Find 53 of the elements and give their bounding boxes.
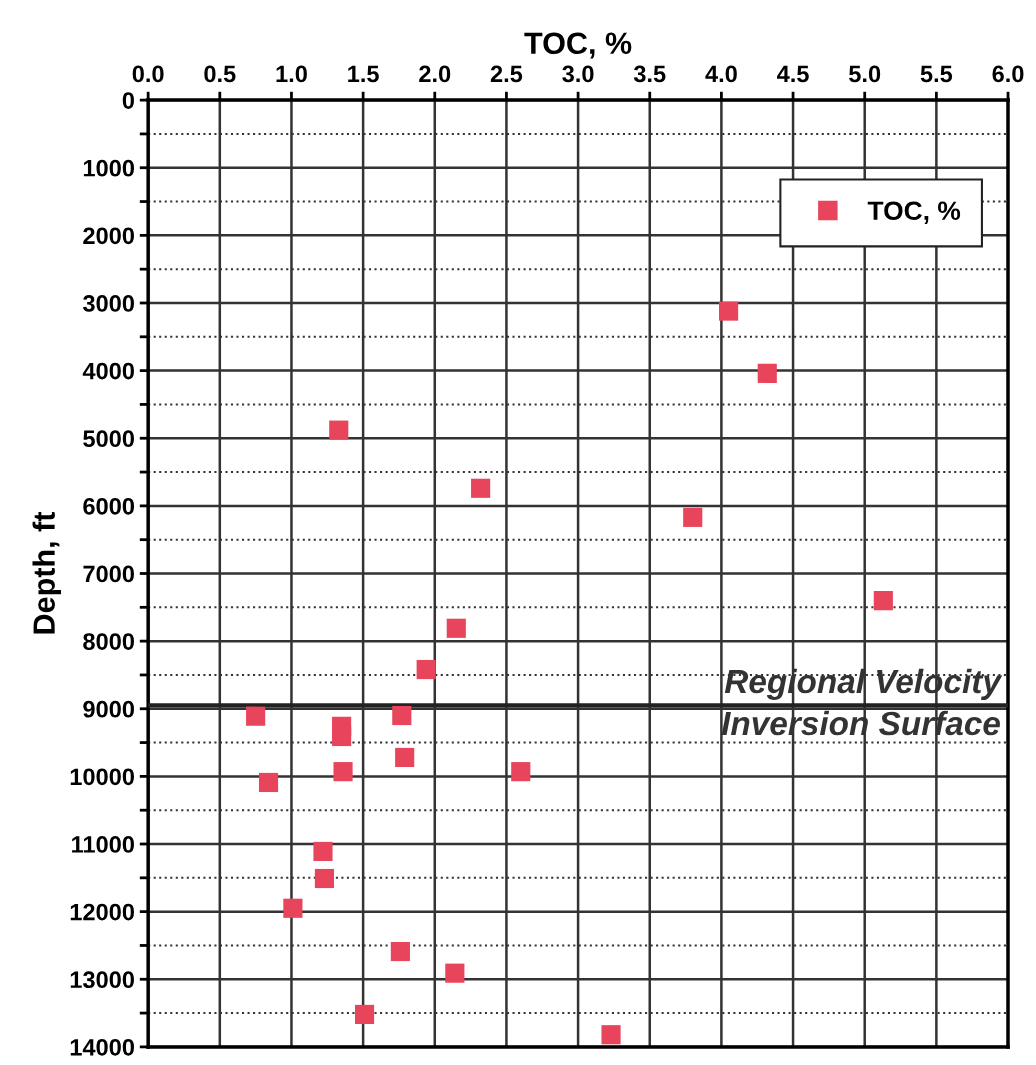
y-tick-label: 7000 <box>83 565 134 583</box>
x-tick-label: 2.0 <box>419 65 451 83</box>
y-tick-label: 2000 <box>83 227 134 245</box>
x-tick-label: 0.0 <box>132 65 164 83</box>
x-tick-label: 1.0 <box>276 65 307 83</box>
point <box>354 1004 375 1025</box>
point <box>395 747 415 768</box>
x-axis-title: TOC, % <box>524 32 632 59</box>
point <box>683 507 703 527</box>
x-tick-label: 0.5 <box>204 65 236 83</box>
point <box>718 301 739 321</box>
y-tick-label: 4000 <box>82 362 134 380</box>
point <box>446 618 466 638</box>
point <box>390 941 410 962</box>
y-tick-label: 0 <box>122 92 134 109</box>
y-tick-label: 13000 <box>70 971 134 989</box>
x-tick-label: 5.5 <box>920 65 953 83</box>
y-tick-label: 14000 <box>70 1038 134 1056</box>
x-tick-label: 4.0 <box>705 65 737 83</box>
y-tick-label: 11000 <box>72 836 134 853</box>
x-tick-label: 1.5 <box>348 65 379 83</box>
y-tick-label: 6000 <box>83 497 134 515</box>
y-tick-label: 12000 <box>70 903 134 921</box>
point <box>392 705 412 726</box>
point <box>757 363 777 383</box>
y-tick-label: 5000 <box>83 430 134 448</box>
point <box>314 868 334 889</box>
point <box>283 898 303 918</box>
y-tick-label: 10000 <box>70 768 134 786</box>
x-tick-label: 6.0 <box>992 65 1024 83</box>
point <box>601 1025 621 1045</box>
point <box>511 762 531 782</box>
x-tick-label: 5.0 <box>849 65 881 83</box>
y-tick-label: 9000 <box>83 700 134 718</box>
y-tick-label: 1000 <box>83 159 134 177</box>
point <box>332 726 352 747</box>
x-tick-label: 4.5 <box>777 65 809 83</box>
point <box>258 772 279 793</box>
legend-label: TOC, % <box>867 201 961 224</box>
point <box>246 706 266 726</box>
x-tick-label: 3.5 <box>633 65 666 83</box>
y-tick-label: 8000 <box>83 633 134 650</box>
point <box>333 762 353 782</box>
y-tick-label: 3000 <box>82 295 134 312</box>
point <box>416 659 436 680</box>
x-tick-label: 3.0 <box>562 65 594 83</box>
point <box>313 841 333 862</box>
point <box>445 963 465 983</box>
point <box>471 478 491 498</box>
point <box>329 420 349 440</box>
point <box>873 590 893 611</box>
y-axis-title: Depth, ft <box>32 511 61 634</box>
x-tick-label: 2.5 <box>490 65 523 83</box>
